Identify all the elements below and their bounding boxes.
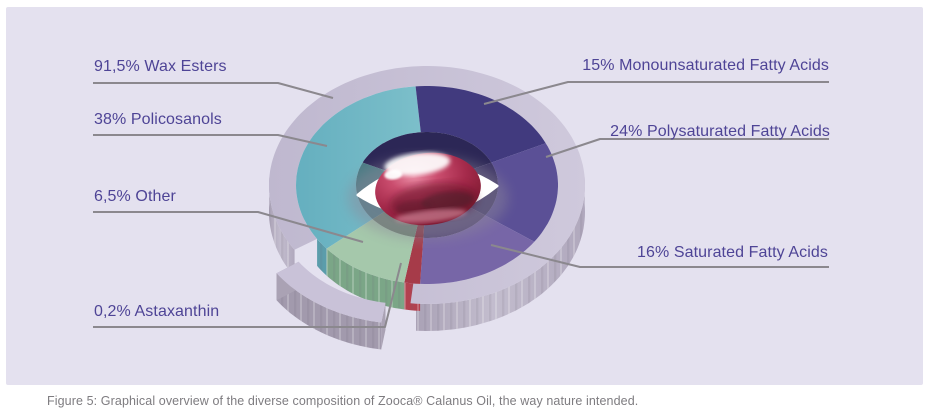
callout-line-other (93, 211, 364, 243)
label-monounsaturated: 15% Monounsaturated Fatty Acids (582, 57, 829, 74)
callout-line-monounsaturated (483, 81, 829, 105)
callout-line-astaxanthin (93, 262, 402, 328)
label-wax-esters: 91,5% Wax Esters (94, 58, 227, 75)
label-astaxanthin: 0,2% Astaxanthin (94, 303, 220, 320)
label-other: 6,5% Other (94, 188, 176, 205)
capsule-image (375, 152, 481, 226)
policosanols-slice (296, 86, 421, 249)
exploded-wedge-top (276, 261, 386, 323)
callout-line-wax_esters (93, 82, 334, 99)
callout-line-polysaturated (545, 138, 829, 158)
saturated-slice (420, 215, 535, 284)
callout-line-saturated (490, 244, 829, 268)
monounsaturated-slice (415, 86, 546, 163)
figure-caption: Figure 5: Graphical overview of the dive… (47, 394, 639, 408)
callout-line-policosanols (93, 134, 328, 147)
label-polysaturated: 24% Polysaturated Fatty Acids (610, 123, 830, 140)
astaxanthin-slice (404, 237, 424, 284)
label-policosanols: 38% Policosanols (94, 111, 222, 128)
label-saturated: 16% Saturated Fatty Acids (636, 244, 828, 261)
polysaturated-slice (485, 143, 558, 242)
